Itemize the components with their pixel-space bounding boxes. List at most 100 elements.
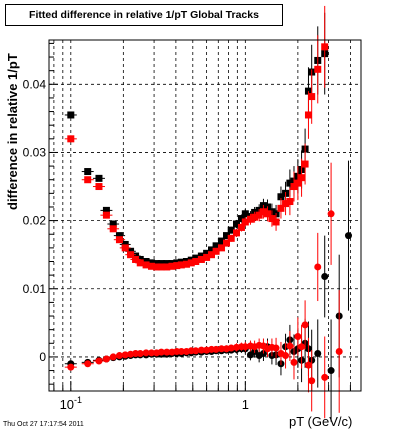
data-point-circle — [321, 272, 329, 280]
x-axis-title: pT (GeV/c) — [289, 414, 353, 429]
data-point-square — [277, 204, 285, 212]
data-point-square — [217, 237, 225, 245]
data-point-square — [241, 218, 249, 226]
data-point-square — [153, 263, 161, 271]
data-point-circle — [177, 347, 185, 355]
y-tick-label: 0.03 — [23, 145, 47, 159]
data-point-square — [222, 232, 230, 240]
data-point-square — [163, 263, 171, 271]
data-point-square — [127, 251, 135, 259]
data-point-circle — [298, 343, 306, 351]
data-point-square — [314, 65, 322, 73]
y-axis-title: difference in relative 1/pT — [5, 53, 20, 210]
data-point-square — [290, 183, 298, 191]
data-point-square — [304, 111, 312, 119]
data-point-circle — [115, 352, 123, 360]
data-point-circle — [308, 377, 316, 385]
data-point-square — [282, 200, 290, 208]
data-point-circle — [294, 332, 302, 340]
timestamp: Thu Oct 27 17:17:54 2011 — [3, 421, 84, 428]
data-point-square — [259, 208, 267, 216]
data-point-circle — [335, 347, 343, 355]
data-point-square — [121, 244, 129, 252]
data-point-circle — [121, 351, 129, 359]
data-point-square — [208, 246, 216, 254]
data-point-circle — [109, 353, 117, 361]
data-point-square — [246, 215, 254, 223]
data-point-circle — [344, 232, 352, 240]
data-point-circle — [290, 358, 298, 366]
data-point-square — [67, 135, 75, 143]
data-point-square — [67, 111, 75, 119]
y-tick-label: 0.02 — [23, 214, 47, 228]
data-point-square — [212, 247, 220, 255]
data-point-circle — [197, 346, 205, 354]
data-point-square — [173, 262, 181, 270]
data-point-square — [84, 176, 92, 184]
data-point-square — [109, 225, 117, 233]
data-point-circle — [212, 345, 220, 353]
data-point-square — [187, 259, 195, 267]
data-point-square — [321, 43, 329, 51]
data-point-square — [109, 220, 117, 228]
data-point-square — [168, 262, 176, 270]
data-point-square — [148, 262, 156, 270]
data-point-square — [132, 255, 140, 263]
data-point-circle — [84, 360, 92, 368]
data-point-circle — [314, 263, 322, 271]
data-point-square — [177, 261, 185, 269]
data-point-circle — [286, 342, 294, 350]
data-point-circle — [192, 347, 200, 355]
data-point-square — [197, 255, 205, 263]
chart-title-box: Fitted difference in relative 1/pT Globa… — [5, 4, 283, 26]
data-point-square — [294, 179, 302, 187]
data-point-square — [192, 258, 200, 266]
data-point-square — [136, 259, 144, 267]
data-point-square — [182, 260, 190, 268]
data-point-circle — [142, 349, 150, 357]
data-point-square — [277, 193, 285, 201]
data-point-square — [203, 253, 211, 261]
data-point-circle — [241, 343, 249, 351]
data-point-circle — [148, 349, 156, 357]
data-point-square — [232, 220, 240, 228]
data-point-circle — [227, 344, 235, 352]
data-point-circle — [327, 210, 335, 218]
data-point-square — [203, 249, 211, 257]
data-point-square — [157, 263, 165, 271]
data-point-square — [222, 239, 230, 247]
data-point-square — [217, 244, 225, 252]
x-tick-label: 10-1 — [60, 395, 82, 412]
data-point-square — [251, 213, 259, 221]
data-point-square — [102, 211, 110, 219]
data-point-circle — [314, 350, 322, 358]
data-point-square — [272, 218, 280, 226]
data-point-circle — [304, 361, 312, 369]
data-point-circle — [321, 373, 329, 381]
data-point-square — [102, 206, 110, 214]
data-point-square — [308, 93, 316, 101]
chart-title: Fitted difference in relative 1/pT Globa… — [29, 9, 259, 21]
data-point-circle — [282, 352, 290, 360]
data-point-square — [286, 179, 294, 187]
data-point-square — [227, 226, 235, 234]
data-point-square — [208, 251, 216, 259]
data-point-square — [84, 168, 92, 176]
data-point-square — [255, 211, 263, 219]
y-tick-label: 0.01 — [23, 282, 47, 296]
data-point-square — [286, 198, 294, 206]
data-point-square — [301, 160, 309, 168]
data-point-square — [142, 261, 150, 269]
plot-frame-background — [49, 40, 361, 391]
data-point-square — [115, 236, 123, 244]
y-tick-label: 0 — [39, 350, 46, 364]
data-point-square — [264, 210, 272, 218]
data-point-square — [237, 223, 245, 231]
data-point-square — [237, 215, 245, 223]
data-point-square — [115, 232, 123, 240]
data-point-circle — [272, 344, 280, 352]
plot-frame — [48, 39, 362, 392]
data-point-square — [232, 229, 240, 237]
x-tick-label: 1 — [242, 397, 249, 412]
